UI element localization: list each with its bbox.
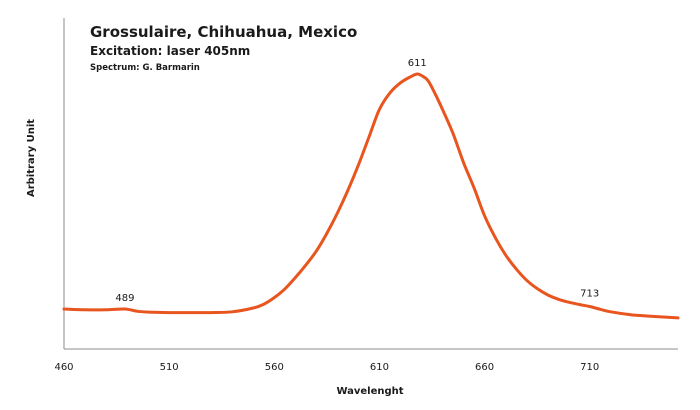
x-tick-label: 510 — [160, 362, 179, 373]
peak-annotations: 489 611 713 — [115, 58, 599, 304]
peak-label: 713 — [580, 288, 599, 299]
x-tick-labels: 460 510 560 610 660 710 — [54, 362, 599, 373]
peak-label: 489 — [115, 293, 134, 304]
x-tick-label: 560 — [265, 362, 284, 373]
chart-title: Grossulaire, Chihuahua, Mexico — [90, 23, 357, 41]
x-tick-label: 460 — [54, 362, 73, 373]
x-tick-label: 610 — [370, 362, 389, 373]
y-axis-label: Arbitrary Unit — [26, 119, 37, 197]
peak-label: 611 — [408, 58, 427, 69]
x-tick-label: 660 — [475, 362, 494, 373]
x-axis-label: Wavelenght — [336, 386, 403, 397]
chart-subtitle: Excitation: laser 405nm — [90, 44, 250, 58]
series-line — [62, 72, 680, 320]
x-tick-label: 710 — [580, 362, 599, 373]
chart-credit: Spectrum: G. Barmarin — [90, 63, 200, 73]
